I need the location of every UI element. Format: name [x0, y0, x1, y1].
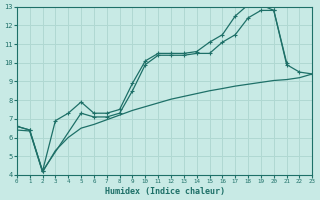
X-axis label: Humidex (Indice chaleur): Humidex (Indice chaleur) [105, 187, 225, 196]
